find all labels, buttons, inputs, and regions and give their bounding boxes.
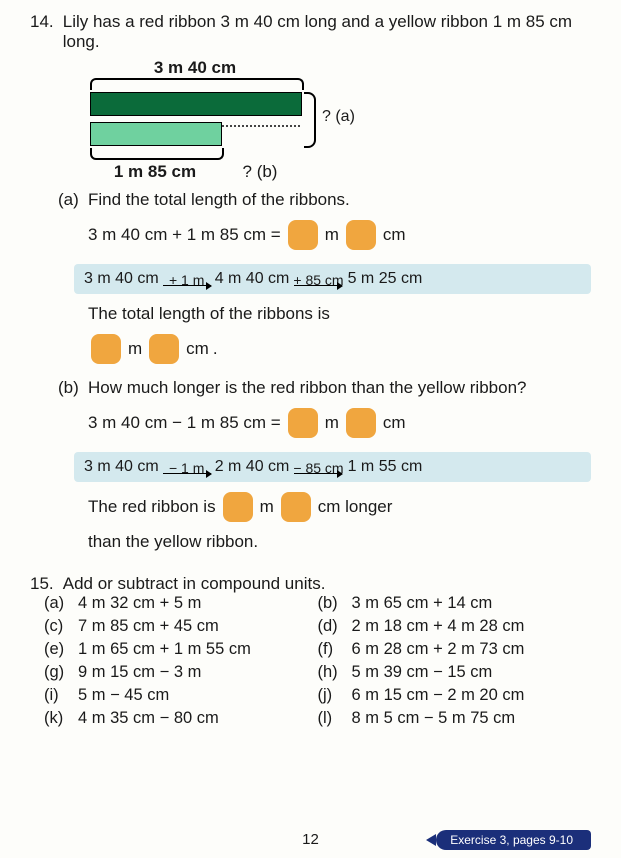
q15-number: 15.: [30, 574, 58, 594]
q14a-label: (a): [58, 190, 88, 210]
q14a-question: Find the total length of the ribbons.: [88, 190, 591, 210]
brace-top: [90, 78, 304, 90]
bar-bottom-label: 1 m 85 cm: [90, 162, 220, 182]
arrow-icon: + 1 m: [163, 273, 211, 286]
q14a-eq-left: 3 m 40 cm + 1 m 85 cm =: [88, 225, 281, 245]
q15-item-label: (f): [318, 640, 352, 659]
q14a-chain: 3 m 40 cm + 1 m 4 m 40 cm + 85 cm 5 m 25…: [74, 264, 591, 294]
q15-item-label: (b): [318, 594, 352, 613]
q15-grid: (a)4 m 32 cm + 5 m(b)3 m 65 cm + 14 cm (c…: [44, 594, 591, 728]
answer-blank[interactable]: [346, 220, 376, 250]
chain-mid: 2 m 40 cm: [215, 458, 290, 476]
q14a-answer-line: m cm.: [88, 334, 591, 364]
answer-blank[interactable]: [346, 408, 376, 438]
q15-item-text: 5 m 39 cm − 15 cm: [352, 663, 592, 682]
q15-item-text: 2 m 18 cm + 4 m 28 cm: [352, 617, 592, 636]
q15-item-label: (g): [44, 663, 78, 682]
question-15: 15. Add or subtract in compound units.: [30, 574, 591, 594]
q15-item-label: (d): [318, 617, 352, 636]
q14-number: 14.: [30, 12, 58, 32]
q14b: (b) How much longer is the red ribbon th…: [58, 378, 591, 398]
q14b-stmt-line: The red ribbon is m cm longer: [88, 492, 591, 522]
bar-right-label: ? (a): [322, 108, 355, 126]
q15-item-label: (a): [44, 594, 78, 613]
answer-blank[interactable]: [288, 220, 318, 250]
answer-blank[interactable]: [149, 334, 179, 364]
q15-item-label: (j): [318, 686, 352, 705]
q15-item-text: 7 m 85 cm + 45 cm: [78, 617, 318, 636]
arrow-icon: + 85 cm: [293, 273, 343, 286]
q15-item-label: (l): [318, 709, 352, 728]
chain-start: 3 m 40 cm: [84, 270, 159, 288]
answer-blank[interactable]: [223, 492, 253, 522]
q15-item-text: 9 m 15 cm − 3 m: [78, 663, 318, 682]
arrow-icon: − 85 cm: [293, 461, 343, 474]
bar-dotted-line: [222, 125, 300, 127]
q15-item-text: 4 m 32 cm + 5 m: [78, 594, 318, 613]
exercise-pill: Exercise 3, pages 9-10: [436, 830, 591, 850]
period: .: [213, 339, 218, 359]
q14b-stmt2: than the yellow ribbon.: [88, 532, 591, 552]
bar-gap-label: ? (b): [220, 162, 300, 182]
unit-m: m: [260, 497, 274, 517]
unit-cm: cm: [383, 225, 406, 245]
q15-item-label: (k): [44, 709, 78, 728]
q15-item-text: 1 m 65 cm + 1 m 55 cm: [78, 640, 318, 659]
answer-blank[interactable]: [91, 334, 121, 364]
unit-cm: cm: [186, 339, 209, 359]
bar-model: 3 m 40 cm ? (a) 1 m 85 cm ? (b): [90, 58, 400, 182]
brace-right: [304, 92, 316, 148]
q15-item-label: (e): [44, 640, 78, 659]
bar-top-label: 3 m 40 cm: [90, 58, 300, 78]
q15-item-text: 5 m − 45 cm: [78, 686, 318, 705]
unit-m: m: [325, 225, 339, 245]
q14-prompt: Lily has a red ribbon 3 m 40 cm long and…: [63, 12, 583, 52]
q14b-equation: 3 m 40 cm − 1 m 85 cm = m cm: [88, 408, 591, 438]
q15-item-text: 4 m 35 cm − 80 cm: [78, 709, 318, 728]
q15-item-text: 3 m 65 cm + 14 cm: [352, 594, 592, 613]
arrow-icon: − 1 m: [163, 461, 211, 474]
q15-item-text: 6 m 15 cm − 2 m 20 cm: [352, 686, 592, 705]
q15-prompt: Add or subtract in compound units.: [63, 574, 583, 594]
q14a-stmt1: The total length of the ribbons is: [88, 304, 591, 324]
stmt-post: cm longer: [318, 497, 393, 517]
unit-m: m: [325, 413, 339, 433]
question-14: 14. Lily has a red ribbon 3 m 40 cm long…: [30, 12, 591, 52]
unit-m: m: [128, 339, 142, 359]
q14b-eq-left: 3 m 40 cm − 1 m 85 cm =: [88, 413, 281, 433]
q15-item-label: (h): [318, 663, 352, 682]
stmt-pre: The red ribbon is: [88, 497, 216, 517]
q15-item-text: 6 m 28 cm + 2 m 73 cm: [352, 640, 592, 659]
q15-item-label: (i): [44, 686, 78, 705]
answer-blank[interactable]: [288, 408, 318, 438]
q15-item-text: 8 m 5 cm − 5 m 75 cm: [352, 709, 592, 728]
q15-item-label: (c): [44, 617, 78, 636]
q14b-label: (b): [58, 378, 88, 398]
brace-bottom: [90, 148, 224, 160]
chain-start: 3 m 40 cm: [84, 458, 159, 476]
q14b-chain: 3 m 40 cm − 1 m 2 m 40 cm − 85 cm 1 m 55…: [74, 452, 591, 482]
q14a-equation: 3 m 40 cm + 1 m 85 cm = m cm: [88, 220, 591, 250]
q14a: (a) Find the total length of the ribbons…: [58, 190, 591, 210]
unit-cm: cm: [383, 413, 406, 433]
chain-end: 1 m 55 cm: [348, 458, 423, 476]
answer-blank[interactable]: [281, 492, 311, 522]
chain-end: 5 m 25 cm: [348, 270, 423, 288]
bar-red: [90, 92, 302, 116]
bar-yellow: [90, 122, 222, 146]
chain-mid: 4 m 40 cm: [215, 270, 290, 288]
q14b-question: How much longer is the red ribbon than t…: [88, 378, 591, 398]
